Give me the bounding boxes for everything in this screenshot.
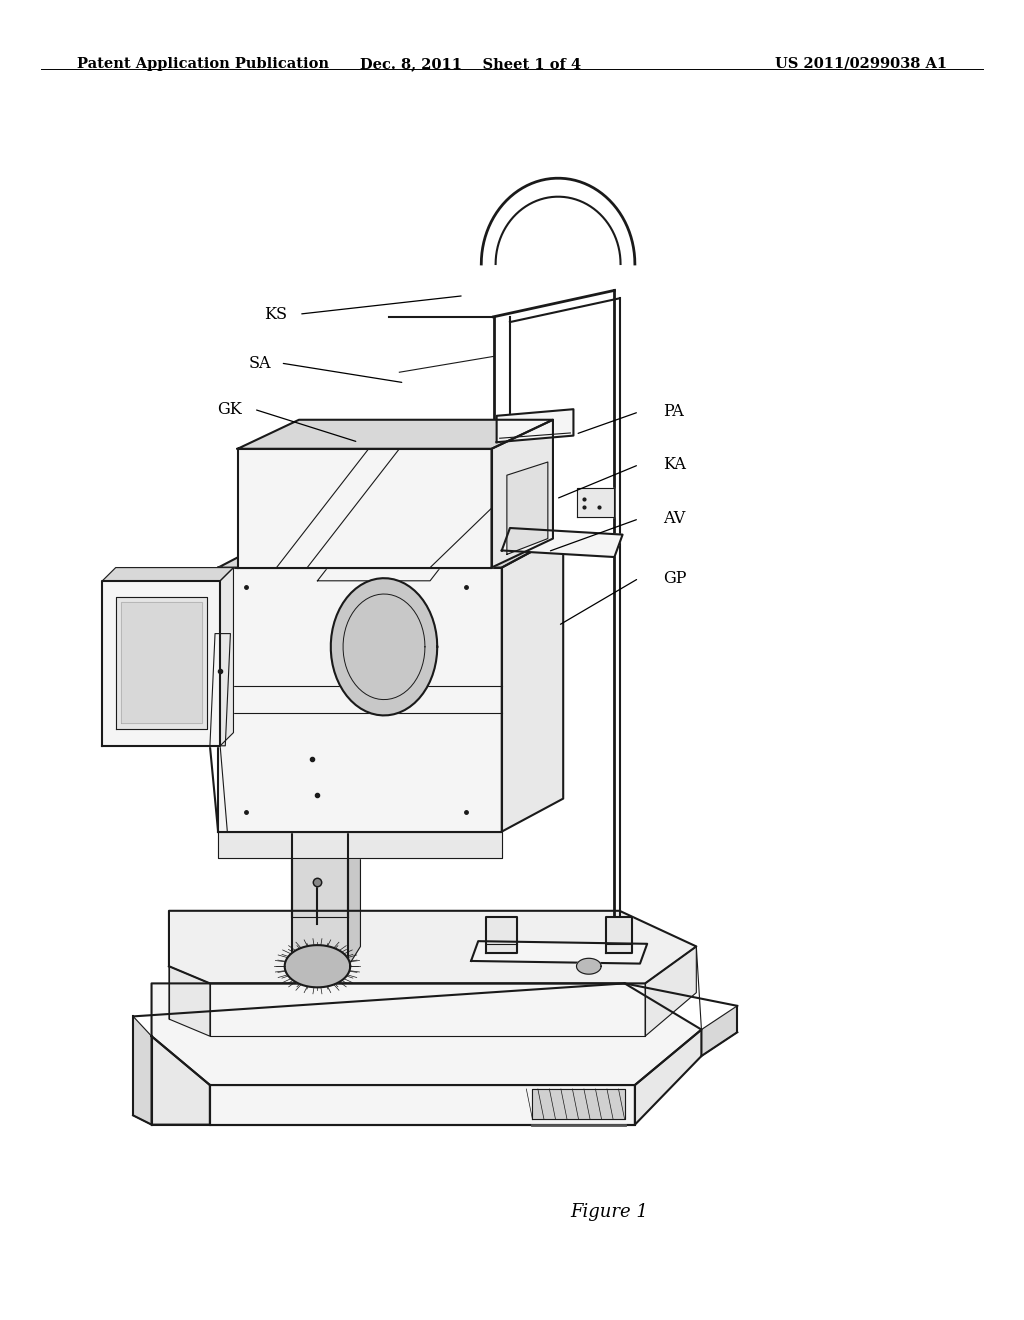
Polygon shape <box>701 1006 737 1056</box>
Polygon shape <box>210 1085 635 1125</box>
Polygon shape <box>287 949 348 983</box>
Polygon shape <box>238 449 492 568</box>
Polygon shape <box>606 917 632 953</box>
Polygon shape <box>497 409 573 442</box>
Polygon shape <box>169 911 696 983</box>
Polygon shape <box>486 917 517 953</box>
Text: KA: KA <box>664 457 686 473</box>
Polygon shape <box>218 568 502 832</box>
Polygon shape <box>502 535 563 832</box>
Polygon shape <box>577 488 614 517</box>
Polygon shape <box>116 597 207 729</box>
Text: Patent Application Publication: Patent Application Publication <box>77 57 329 71</box>
Polygon shape <box>645 946 696 1036</box>
Text: Figure 1: Figure 1 <box>570 1203 648 1221</box>
Polygon shape <box>218 535 563 568</box>
Polygon shape <box>152 983 701 1085</box>
Polygon shape <box>577 958 601 974</box>
Polygon shape <box>238 420 553 449</box>
Text: GP: GP <box>664 570 687 586</box>
Polygon shape <box>220 568 233 746</box>
Polygon shape <box>285 945 350 987</box>
Polygon shape <box>532 1089 625 1119</box>
Text: US 2011/0299038 A1: US 2011/0299038 A1 <box>775 57 947 71</box>
Polygon shape <box>297 545 420 656</box>
Polygon shape <box>502 528 623 557</box>
Polygon shape <box>292 832 348 966</box>
Polygon shape <box>317 561 445 581</box>
Polygon shape <box>102 581 220 746</box>
Polygon shape <box>471 941 647 964</box>
Text: AV: AV <box>664 511 686 527</box>
Polygon shape <box>218 832 502 858</box>
Text: Dec. 8, 2011    Sheet 1 of 4: Dec. 8, 2011 Sheet 1 of 4 <box>360 57 582 71</box>
Text: PA: PA <box>664 404 684 420</box>
Polygon shape <box>169 966 210 1036</box>
Text: SA: SA <box>249 355 271 371</box>
Polygon shape <box>102 568 233 581</box>
Text: KS: KS <box>264 306 287 322</box>
Polygon shape <box>152 1036 210 1125</box>
Text: GK: GK <box>217 401 242 417</box>
Polygon shape <box>507 462 548 554</box>
Polygon shape <box>635 1030 701 1125</box>
Polygon shape <box>133 1016 152 1125</box>
Polygon shape <box>210 634 230 746</box>
Polygon shape <box>348 816 360 966</box>
Polygon shape <box>210 983 645 1036</box>
Polygon shape <box>492 420 553 568</box>
Polygon shape <box>331 578 437 715</box>
Polygon shape <box>121 602 202 723</box>
